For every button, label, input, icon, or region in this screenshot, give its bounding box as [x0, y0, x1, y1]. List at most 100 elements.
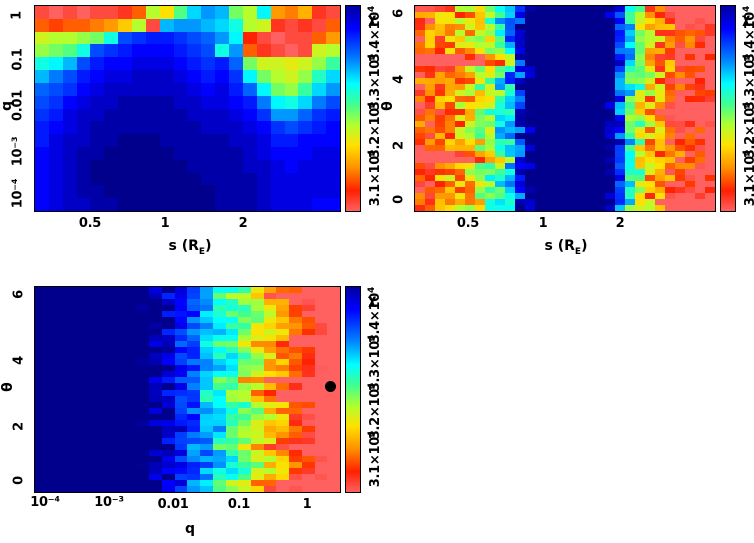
heatmap-cell: [445, 102, 455, 109]
heatmap-cell: [136, 323, 150, 330]
heatmap-cell: [455, 12, 465, 19]
heatmap-cell: [149, 305, 163, 312]
heatmap-cell: [565, 48, 575, 55]
heatmap-cell: [595, 84, 605, 91]
heatmap-cell: [565, 132, 575, 139]
heatmap-cell: [425, 96, 435, 103]
heatmap-cell: [159, 31, 174, 45]
heatmap-cell: [695, 60, 705, 67]
heatmap-cell: [162, 389, 175, 396]
heatmap-cell: [162, 311, 175, 318]
heatmap-cell: [327, 317, 340, 324]
heatmap-cell: [98, 365, 112, 372]
heatmap-cell: [104, 159, 119, 173]
heatmap-cell: [60, 437, 74, 444]
heatmap-cell: [635, 24, 645, 31]
heatmap-cell: [85, 347, 99, 354]
heatmap-cell: [645, 66, 655, 73]
heatmap-cell: [585, 6, 595, 13]
heatmap-cell: [98, 407, 112, 414]
heatmap-cell: [445, 66, 455, 73]
heatmap-cell: [675, 174, 685, 181]
heatmap-cell: [111, 383, 124, 390]
heatmap-cell: [251, 389, 264, 396]
heatmap-cell: [276, 479, 290, 486]
heatmap-cell: [123, 323, 137, 330]
heatmap-cell: [665, 120, 675, 127]
heatmap-cell: [174, 407, 188, 414]
heatmap-cell: [455, 102, 465, 109]
heatmap-cell: [289, 287, 302, 294]
heatmap-cell: [425, 144, 435, 151]
heatmap-cell: [301, 377, 315, 384]
heatmap-cell: [238, 377, 252, 384]
heatmap-cell: [238, 467, 252, 474]
heatmap-cell: [445, 120, 455, 127]
heatmap-cell: [545, 18, 555, 25]
heatmap-cell: [73, 305, 86, 312]
heatmap-cell: [263, 485, 277, 492]
heatmap-cell: [263, 419, 277, 426]
heatmap-cell: [145, 134, 160, 147]
heatmap-cell: [505, 102, 515, 109]
heatmap-cell: [73, 419, 86, 426]
heatmap-cell: [645, 168, 655, 175]
heatmap-cell: [495, 54, 505, 61]
heatmap-cell: [263, 389, 277, 396]
heatmap-cell: [132, 82, 146, 96]
heatmap-cell: [485, 54, 495, 61]
heatmap-cell: [200, 329, 213, 336]
heatmap-cell: [485, 126, 495, 133]
heatmap-cell: [162, 329, 175, 336]
heatmap-cell: [545, 150, 555, 157]
heatmap-cell: [645, 114, 655, 121]
heatmap-cell: [465, 198, 475, 205]
heatmap-cell: [242, 70, 257, 83]
heatmap-cell: [132, 159, 146, 173]
heatmap-cell: [35, 134, 49, 147]
heatmap-cell: [200, 401, 213, 408]
heatmap-cell: [695, 102, 705, 109]
heatmap-cell: [505, 18, 515, 25]
heatmap-cell: [60, 473, 74, 480]
heatmap-cell: [162, 365, 175, 372]
heatmap-cell: [435, 90, 445, 97]
heatmap-cell: [435, 198, 445, 205]
heatmap-cell: [90, 159, 105, 173]
heatmap-cell: [455, 54, 465, 61]
heatmap-cell: [263, 407, 277, 414]
heatmap-cell: [200, 419, 213, 426]
heatmap-cell: [685, 60, 695, 67]
heatmap-cell: [312, 172, 327, 186]
heatmap-cell: [251, 347, 264, 354]
heatmap-cell: [645, 6, 655, 13]
heatmap-cell: [201, 159, 216, 173]
heatmap-cell: [615, 60, 625, 67]
heatmap-cell: [535, 42, 545, 49]
heatmap-cell: [314, 377, 328, 384]
heatmap-cell: [545, 102, 555, 109]
heatmap-cell: [475, 48, 485, 55]
heatmap-cell: [104, 44, 119, 58]
heatmap-cell: [132, 44, 146, 58]
heatmap-cell: [136, 407, 150, 414]
heatmap-cell: [73, 299, 86, 306]
heatmap-cell: [675, 90, 685, 97]
heatmap-cell: [212, 341, 226, 348]
heatmap-cell: [465, 36, 475, 43]
heatmap-cell: [85, 317, 99, 324]
heatmap-cell: [242, 31, 257, 45]
best-fit-marker: [325, 381, 336, 392]
heatmap-cell: [212, 317, 226, 324]
heatmap-cell: [665, 138, 675, 145]
heatmap-cell: [212, 485, 226, 492]
heatmap-cell: [545, 132, 555, 139]
heatmap-cell: [705, 198, 715, 205]
heatmap-cell: [73, 413, 86, 420]
heatmap-cell: [435, 24, 445, 31]
heatmap-cell: [585, 48, 595, 55]
panel-1-xtick-2: 2: [238, 216, 248, 231]
heatmap-cell: [575, 120, 585, 127]
heatmap-cell: [565, 114, 575, 121]
heatmap-cell: [445, 6, 455, 13]
